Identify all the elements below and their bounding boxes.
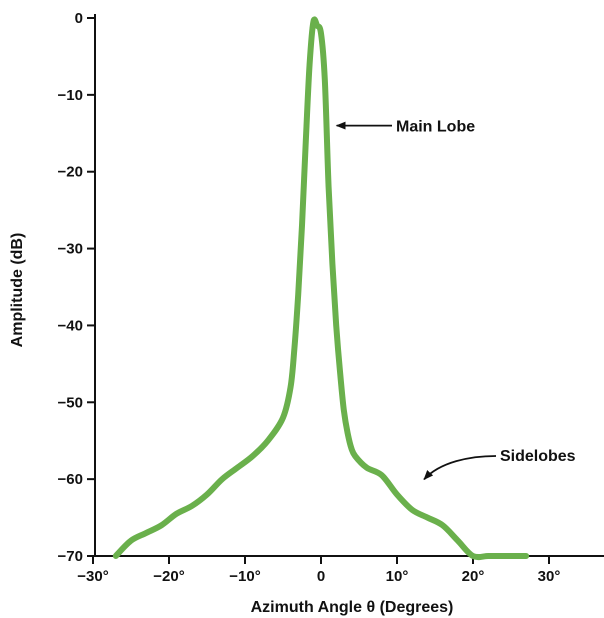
- y-axis-title: Amplitude (dB): [9, 233, 26, 348]
- sidelobes-arrow: [423, 455, 497, 481]
- ticks: 0 −10 −20 −30 −40 −50 −60 −70 −30° −20° −10° 0 10° 20…: [58, 10, 561, 585]
- y-tick-label: −50: [58, 394, 83, 411]
- x-tick-label: 30°: [538, 568, 561, 585]
- x-tick-label: 10°: [386, 568, 409, 585]
- x-tick-label: 20°: [462, 568, 485, 585]
- y-tick-label: −20: [58, 164, 83, 181]
- y-tick-label: −10: [58, 87, 83, 104]
- x-tick-label: 0: [317, 568, 325, 585]
- antenna-pattern-line: [112, 16, 530, 561]
- axes: [94, 14, 604, 557]
- y-tick-label: −30: [58, 241, 83, 258]
- y-tick-label: −60: [58, 471, 83, 488]
- x-axis-title: Azimuth Angle θ (Degrees): [251, 599, 454, 616]
- main-lobe-label: Main Lobe: [396, 119, 475, 136]
- annotations: Main Lobe Sidelobes: [335, 119, 576, 481]
- y-tick-label: −40: [58, 317, 83, 334]
- y-tick-label: 0: [75, 10, 83, 27]
- x-tick-label: −30°: [77, 568, 108, 585]
- x-tick-label: −10°: [229, 568, 260, 585]
- sidelobes-label: Sidelobes: [500, 448, 576, 465]
- x-tick-label: −20°: [153, 568, 184, 585]
- y-tick-label: −70: [58, 548, 83, 565]
- series-group: [112, 16, 530, 561]
